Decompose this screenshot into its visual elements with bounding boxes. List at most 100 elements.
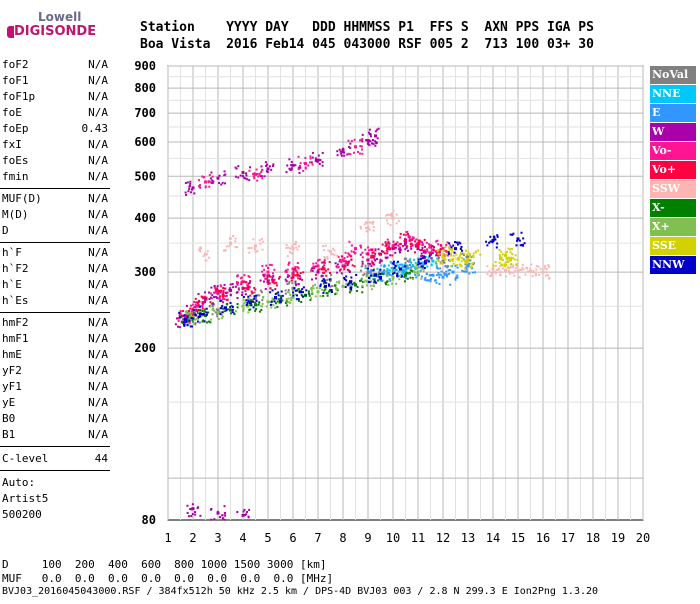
echo-point <box>417 263 420 266</box>
echo-point <box>372 269 375 272</box>
echo-point <box>435 261 438 264</box>
echo-point <box>360 246 363 249</box>
echo-point <box>277 291 280 294</box>
echo-point <box>204 185 207 188</box>
echo-point <box>187 190 190 193</box>
echo-point <box>225 298 228 301</box>
echo-point <box>328 260 331 263</box>
echo-point <box>316 160 319 163</box>
param-name: B1 <box>2 428 16 441</box>
echo-point <box>361 265 364 268</box>
echo-point <box>253 291 256 294</box>
echo-point <box>494 270 497 273</box>
echo-point <box>347 252 350 255</box>
echo-point <box>255 294 258 297</box>
echo-point <box>223 170 226 173</box>
echo-point <box>439 244 442 247</box>
echo-point <box>365 227 368 230</box>
echo-point <box>250 290 253 293</box>
echo-point <box>235 167 238 170</box>
echo-point <box>248 286 251 289</box>
echo-point <box>294 164 297 167</box>
echo-point <box>391 216 395 220</box>
echo-point <box>228 237 231 240</box>
legend-item: NoVal <box>650 66 696 84</box>
echo-point <box>188 319 191 322</box>
echo-point <box>340 255 343 258</box>
echo-point <box>535 268 538 271</box>
echo-point <box>501 253 504 256</box>
echo-point <box>288 280 291 283</box>
echo-point <box>205 298 208 301</box>
echo-point <box>398 270 401 273</box>
echo-point <box>275 281 278 284</box>
echo-point <box>409 276 412 279</box>
echo-point <box>199 246 202 249</box>
echo-point <box>449 244 452 247</box>
echo-point <box>516 239 519 242</box>
echo-point <box>468 262 471 265</box>
echo-point <box>435 265 438 268</box>
echo-point <box>367 265 370 268</box>
echo-point <box>203 320 206 323</box>
echo-point <box>422 251 425 254</box>
echo-point <box>275 297 278 300</box>
echo-point <box>547 265 550 268</box>
echo-point <box>367 246 370 249</box>
echo-point <box>291 245 294 248</box>
echo-point <box>361 133 364 136</box>
echo-point <box>463 258 466 261</box>
echo-point <box>510 256 513 259</box>
echo-point <box>258 173 261 176</box>
echo-point <box>523 242 526 245</box>
muf-row: MUF 0.0 0.0 0.0 0.0 0.0 0.0 0.0 0.0 [MHz… <box>2 572 334 585</box>
echo-point <box>245 174 248 177</box>
echo-point <box>460 251 463 254</box>
echo-point <box>222 289 225 292</box>
echo-point <box>269 291 272 294</box>
param-value: N/A <box>88 262 108 275</box>
echo-point <box>215 295 218 298</box>
param-row: fmin N/A <box>2 170 110 186</box>
echo-point <box>251 291 254 294</box>
echo-point <box>512 264 515 267</box>
param-row: yF2 N/A <box>2 364 110 380</box>
param-value: N/A <box>88 364 108 377</box>
echo-point <box>314 277 317 280</box>
echo-point <box>302 286 305 289</box>
echo-point <box>334 284 337 287</box>
echo-point <box>291 163 295 167</box>
echo-point <box>361 291 364 294</box>
param-row: B0 N/A <box>2 412 110 428</box>
echo-point <box>430 244 433 247</box>
x-tick-label: 14 <box>486 531 500 545</box>
echo-point <box>253 177 256 180</box>
param-value: N/A <box>88 192 108 205</box>
echo-point <box>422 249 425 252</box>
echo-point <box>262 295 265 298</box>
echo-point <box>219 291 222 294</box>
param-name: hmE <box>2 348 22 361</box>
echo-point <box>249 280 252 283</box>
echo-point <box>232 286 235 289</box>
param-value: N/A <box>88 348 108 361</box>
echo-point <box>346 264 349 267</box>
echo-point <box>177 319 180 322</box>
echo-point <box>537 265 540 268</box>
echo-point <box>371 255 375 259</box>
echo-point <box>405 231 408 234</box>
echo-point <box>247 311 250 314</box>
echo-point <box>240 281 243 284</box>
echo-point <box>229 287 232 290</box>
echo-point <box>321 151 324 154</box>
echo-point <box>374 273 377 277</box>
echo-point <box>361 152 364 155</box>
echo-point <box>439 273 442 276</box>
echo-point <box>365 275 368 278</box>
echo-point <box>284 270 287 273</box>
echo-point <box>370 274 373 277</box>
param-separator <box>0 470 110 471</box>
echo-point <box>439 254 442 257</box>
echo-point <box>391 270 394 273</box>
echo-point <box>416 247 420 251</box>
